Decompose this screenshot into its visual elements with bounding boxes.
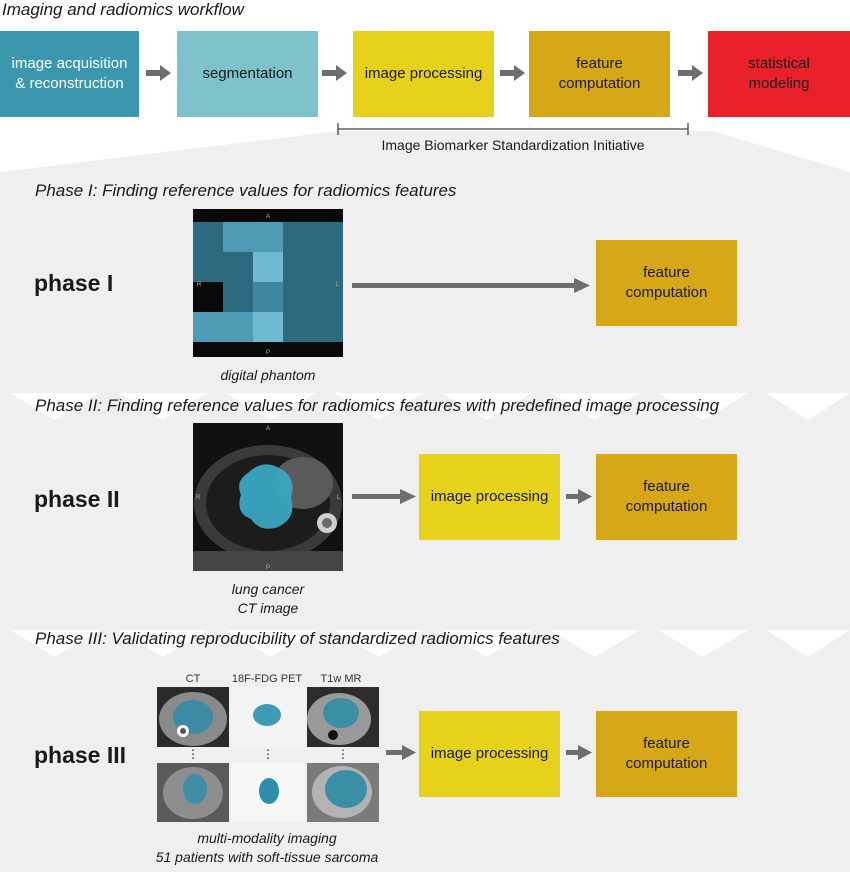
arrow-3 (500, 65, 525, 81)
phase3-feature-computation: feature computation (596, 711, 737, 797)
ellipsis-pet: ⋮ (262, 747, 274, 761)
ellipsis-mr: ⋮ (337, 747, 349, 761)
tumor-segmentation (239, 464, 293, 529)
phase2-arrow (352, 489, 416, 504)
phantom-orient-left: R (197, 282, 202, 288)
step-image-processing: image processing (353, 31, 494, 117)
mr-image-top (307, 687, 379, 747)
phase3-heading: Phase III: Validating reproducibility of… (35, 629, 560, 648)
phantom-orient-bottom: P (266, 350, 270, 356)
phase2-image-processing: image processing (419, 454, 560, 540)
phase3-label: phase III (34, 742, 127, 768)
phase1-feature-computation: feature computation (596, 240, 737, 326)
workflow-title: Imaging and radiomics workflow (2, 0, 244, 19)
phase2-heading: Phase II: Finding reference values for r… (35, 396, 720, 415)
step-feature-computation: feature computation (529, 31, 670, 117)
chevrons-row-2 (10, 630, 850, 657)
ct-orient-bottom: P (266, 565, 270, 571)
modality-label-ct: CT (185, 673, 201, 685)
initiative-label: Image Biomarker Standardization Initiati… (381, 137, 645, 153)
step-image-acquisition: image acquisition & reconstruction (0, 31, 139, 117)
ct-image-bottom (157, 763, 229, 822)
arrow-4 (678, 65, 703, 81)
phase1-label: phase I (34, 270, 114, 296)
phase1-heading: Phase I: Finding reference values for ra… (35, 181, 457, 200)
digital-phantom-image: A P R L (193, 209, 343, 357)
modality-label-mr: T1w MR (320, 673, 362, 685)
phantom-orient-top: A (266, 214, 270, 220)
phase3-image-processing: image processing (419, 711, 560, 797)
phase3-image-caption: multi-modality imaging 51 patients with … (155, 830, 379, 865)
phase2-feature-computation: feature computation (596, 454, 737, 540)
ct-orient-left: R (196, 495, 201, 501)
ct-orient-top: A (266, 426, 270, 432)
phase1-arrow (352, 278, 590, 293)
chevrons-row-1 (10, 393, 850, 420)
multimodality-image-grid: ⋮ ⋮ ⋮ (157, 687, 379, 822)
step-statistical-modeling: statistical modeling (708, 31, 850, 117)
arrow-1 (146, 65, 171, 81)
phase3-arrow-2 (566, 745, 592, 760)
ellipsis-ct: ⋮ (187, 747, 199, 761)
pet-image-bottom (231, 763, 305, 822)
initiative-bracket (337, 123, 689, 135)
arrow-2 (322, 65, 347, 81)
step-segmentation: segmentation (177, 31, 318, 117)
pet-image-top (231, 687, 305, 747)
phase1-image-caption: digital phantom (220, 367, 316, 383)
phase2-image-caption: lung cancer CT image (231, 581, 305, 616)
phase3-arrow (386, 745, 416, 760)
modality-label-pet: 18F-FDG PET (231, 673, 303, 685)
phase2-arrow-2 (566, 489, 592, 504)
mr-image-bottom (307, 763, 379, 822)
phantom-orient-right: L (336, 282, 340, 288)
ct-image-top (157, 687, 229, 747)
workflow-arrows (146, 65, 703, 135)
lung-ct-image: A P R L (193, 423, 343, 571)
ct-orient-right: L (337, 495, 341, 501)
phase2-label: phase II (34, 486, 120, 512)
